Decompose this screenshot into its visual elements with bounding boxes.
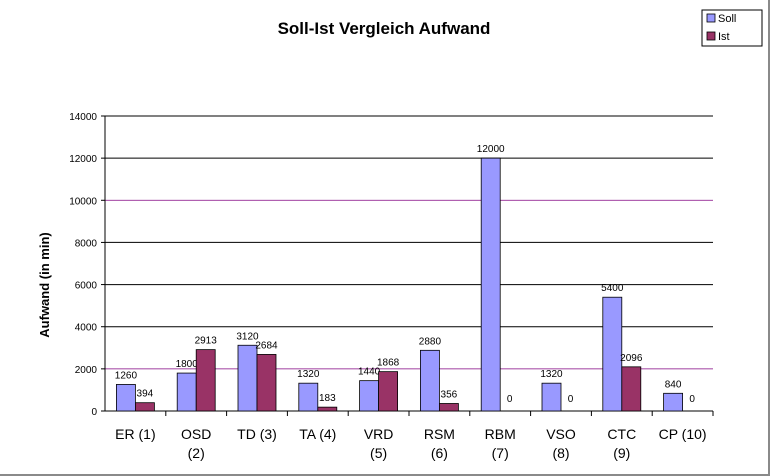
bar-soll-10: [663, 392, 683, 412]
data-label-ist-1: 394: [137, 389, 154, 400]
legend-label-ist: Ist: [718, 31, 730, 43]
legend: Soll Ist: [701, 9, 763, 47]
data-label-ist-5: 1868: [377, 358, 400, 369]
data-label-soll-9: 5400: [601, 283, 624, 294]
plot-area: 0 2000 4000 6000 8000 10000 12000 14000 1260 394 E…: [69, 112, 714, 461]
data-label-ist-8: 0: [568, 394, 574, 405]
data-label-soll-10: 840: [665, 379, 682, 390]
y-tick-label: 8000: [75, 238, 98, 249]
y-tick-label: 14000: [69, 112, 97, 123]
data-label-ist-2: 2913: [195, 336, 218, 347]
x-tick-label: (5): [370, 445, 387, 461]
x-tick-label: OSD: [181, 426, 211, 442]
data-label-ist-3: 2684: [255, 340, 278, 351]
y-tick-label: 2000: [75, 365, 98, 376]
legend-swatch-ist: [706, 31, 716, 41]
x-tick-label: ER (1): [115, 426, 155, 442]
x-tick-label: TA (4): [299, 426, 336, 442]
data-label-ist-7: 0: [507, 394, 513, 405]
y-tick-label: 6000: [75, 281, 98, 292]
data-label-ist-6: 356: [441, 389, 458, 400]
x-tick-label: (9): [613, 445, 630, 461]
y-axis-label: Aufwand (in min): [37, 232, 52, 337]
bar-soll-4: [298, 382, 319, 412]
bar-ist-1: [134, 402, 155, 412]
y-tick-label: 10000: [69, 196, 97, 207]
data-label-soll-4: 1320: [297, 369, 320, 380]
x-tick-label: CTC: [607, 426, 636, 442]
bar-soll-7: [480, 157, 501, 412]
x-tick-label: TD (3): [237, 426, 277, 442]
chart-title: Soll-Ist Vergleich Aufwand: [278, 19, 491, 38]
y-tick-label: 12000: [69, 154, 97, 165]
bar-soll-5: [359, 380, 380, 412]
x-tick-label: RBM: [485, 426, 516, 442]
x-tick-label: (7): [492, 445, 509, 461]
bar-ist-5: [378, 371, 399, 412]
data-label-ist-10: 0: [689, 394, 695, 405]
y-tick-label: 0: [91, 407, 97, 418]
bar-soll-6: [419, 349, 440, 412]
bar-ist-4: [317, 406, 338, 412]
bar-soll-3: [237, 344, 258, 412]
bar-ist-6: [438, 403, 459, 412]
bar-ist-9: [621, 366, 642, 412]
data-label-soll-5: 1440: [358, 367, 381, 378]
data-label-soll-2: 1800: [176, 359, 199, 370]
x-tick-label: (6): [431, 445, 448, 461]
bar-soll-1: [116, 384, 136, 412]
data-label-soll-3: 3120: [236, 331, 259, 342]
data-label-ist-9: 2096: [620, 353, 643, 364]
bar-ist-2: [195, 349, 216, 412]
data-label-soll-7: 12000: [477, 144, 505, 155]
data-label-soll-6: 2880: [419, 336, 442, 347]
bar-soll-9: [602, 296, 623, 412]
x-tick-label: RSM: [424, 426, 455, 442]
x-tick-label: (8): [552, 445, 569, 461]
x-tick-label: CP (10): [659, 426, 707, 442]
bar-ist-3: [256, 354, 277, 412]
x-tick-label: (2): [188, 445, 205, 461]
x-tick-label: VSO: [546, 426, 576, 442]
bar-soll-2: [176, 372, 197, 412]
data-label-ist-4: 183: [319, 393, 336, 404]
data-label-soll-1: 1260: [115, 370, 138, 381]
legend-label-soll: Soll: [718, 13, 736, 25]
x-tick-label: VRD: [364, 426, 394, 442]
legend-swatch-soll: [706, 13, 716, 23]
bar-soll-8: [541, 382, 562, 412]
y-tick-label: 4000: [75, 323, 98, 334]
data-label-soll-8: 1320: [540, 369, 563, 380]
